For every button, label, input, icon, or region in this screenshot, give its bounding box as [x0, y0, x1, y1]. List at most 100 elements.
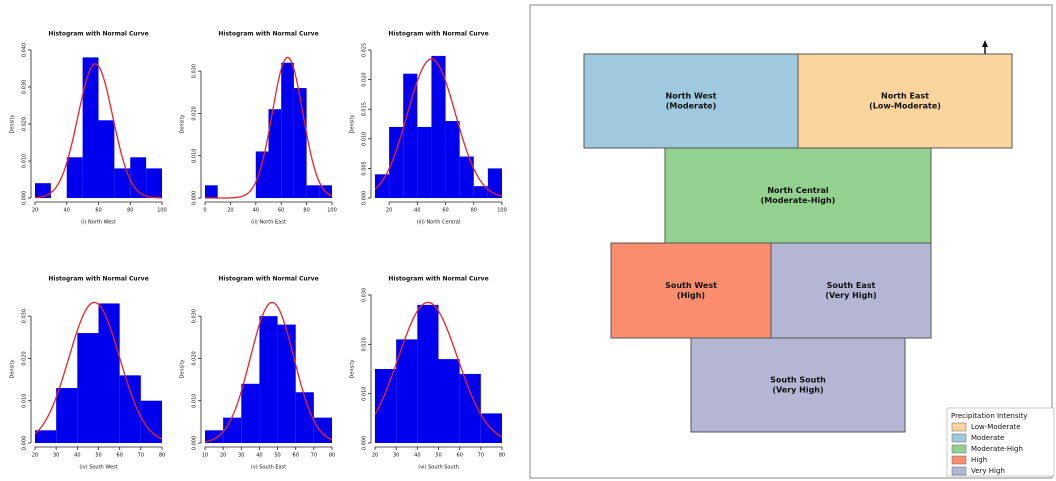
- histogram-bar: [396, 339, 418, 443]
- north-arrow-head: [982, 40, 988, 47]
- y-axis-label: Density: [350, 359, 356, 378]
- chart-title: Histogram with Normal Curve: [388, 276, 488, 283]
- histogram-bar: [306, 185, 320, 198]
- histogram-bar: [114, 168, 131, 198]
- y-tick-label: 0.000: [192, 191, 198, 205]
- x-tick-label: 40: [74, 453, 80, 459]
- x-tick-label: 40: [253, 208, 259, 214]
- x-tick-label: 80: [303, 208, 309, 214]
- normal-curve: [374, 58, 503, 197]
- histogram-bar: [417, 126, 432, 198]
- y-axis-label: Density: [350, 114, 356, 133]
- histogram-bar: [293, 88, 307, 198]
- normal-curve: [205, 56, 333, 199]
- y-tick-label: 0.020: [192, 351, 198, 365]
- histogram-bar: [459, 156, 474, 198]
- region-name: South East: [827, 281, 876, 290]
- region: [664, 147, 932, 244]
- legend-swatch: [951, 455, 967, 465]
- x-tick-label: 80: [127, 208, 133, 214]
- y-tick-label: 0.020: [192, 106, 198, 120]
- x-tick-label: 0: [203, 208, 206, 214]
- histogram-bar: [487, 168, 502, 198]
- histogram-bar: [255, 151, 269, 198]
- x-tick-label: 30: [53, 453, 59, 459]
- y-tick-label: 0.030: [22, 80, 28, 94]
- x-axis-label: (vi) South South: [418, 465, 459, 471]
- y-tick-label: 0.010: [22, 154, 28, 168]
- y-tick-label: 0.005: [362, 161, 368, 175]
- legend-title: Precipitation Intensity: [951, 412, 1027, 420]
- y-tick-label: 0.010: [362, 387, 368, 401]
- x-axis-label: (i) North West: [81, 220, 116, 226]
- histogram-bar: [375, 369, 397, 443]
- histogram-bar: [259, 316, 278, 443]
- y-tick-label: 0.020: [362, 337, 368, 351]
- x-tick-label: 20: [372, 453, 378, 459]
- histogram-bar: [295, 392, 314, 443]
- chart-title: Histogram with Normal Curve: [218, 276, 318, 283]
- histogram-bar: [459, 373, 481, 443]
- x-tick-label: 20: [32, 453, 38, 459]
- legend-swatch: [951, 422, 967, 432]
- region-label: (Moderate): [666, 102, 717, 111]
- histogram-bar: [205, 430, 224, 443]
- chart-title: Histogram with Normal Curve: [388, 31, 488, 38]
- histogram-bar: [77, 333, 99, 443]
- x-tick-label: 70: [138, 453, 144, 459]
- histogram-bar: [389, 126, 404, 198]
- x-tick-label: 40: [256, 453, 262, 459]
- x-axis-label: (iii) North Central: [417, 220, 460, 226]
- x-tick-label: 70: [478, 453, 484, 459]
- region-name: South South: [770, 376, 826, 385]
- histogram-bar: [82, 57, 99, 199]
- y-tick-label: 0.000: [192, 436, 198, 450]
- y-tick-label: 0.020: [362, 72, 368, 86]
- y-axis-label: Density: [180, 359, 186, 378]
- x-tick-label: 40: [414, 208, 420, 214]
- y-tick-label: 0.020: [22, 351, 28, 365]
- y-tick-label: 0.010: [362, 132, 368, 146]
- histogram-bar: [35, 430, 57, 443]
- region-label: (High): [677, 291, 705, 300]
- legend-swatch: [951, 433, 967, 443]
- x-axis-label: (v) South East: [251, 465, 286, 471]
- histogram-bar: [98, 120, 115, 198]
- y-tick-label: 0.000: [22, 191, 28, 205]
- x-tick-label: 60: [456, 453, 462, 459]
- y-axis-label: Density: [10, 359, 16, 378]
- histogram-bar: [205, 185, 218, 198]
- y-tick-label: 0.010: [22, 394, 28, 408]
- histogram-bar: [473, 186, 488, 198]
- chart-title: Histogram with Normal Curve: [48, 276, 148, 283]
- normal-curve: [34, 63, 163, 199]
- x-tick-label: 30: [393, 453, 399, 459]
- histogram-bar: [417, 304, 439, 443]
- x-tick-label: 100: [157, 208, 167, 214]
- histogram-bar: [268, 109, 282, 198]
- y-tick-label: 0.010: [192, 149, 198, 163]
- histogram-bar: [146, 168, 162, 198]
- x-tick-label: 60: [442, 208, 448, 214]
- region-label: (Very High): [825, 291, 876, 300]
- region: [770, 242, 932, 339]
- x-tick-label: 40: [414, 453, 420, 459]
- x-tick-label: 60: [293, 453, 299, 459]
- y-tick-label: 0.025: [362, 43, 368, 57]
- region-name: North West: [666, 92, 717, 101]
- y-tick-label: 0.020: [22, 117, 28, 131]
- x-tick-label: 40: [64, 208, 70, 214]
- histogram-bar: [119, 375, 141, 443]
- legend-label: Moderate: [971, 434, 1004, 442]
- x-tick-label: 80: [329, 453, 335, 459]
- x-tick-label: 30: [238, 453, 244, 459]
- y-tick-label: 0.000: [362, 436, 368, 450]
- region-label: (Very High): [772, 386, 823, 395]
- normal-curve: [374, 301, 503, 438]
- x-tick-label: 20: [386, 208, 392, 214]
- x-tick-label: 60: [278, 208, 284, 214]
- y-tick-label: 0.030: [192, 309, 198, 323]
- x-tick-label: 20: [227, 208, 233, 214]
